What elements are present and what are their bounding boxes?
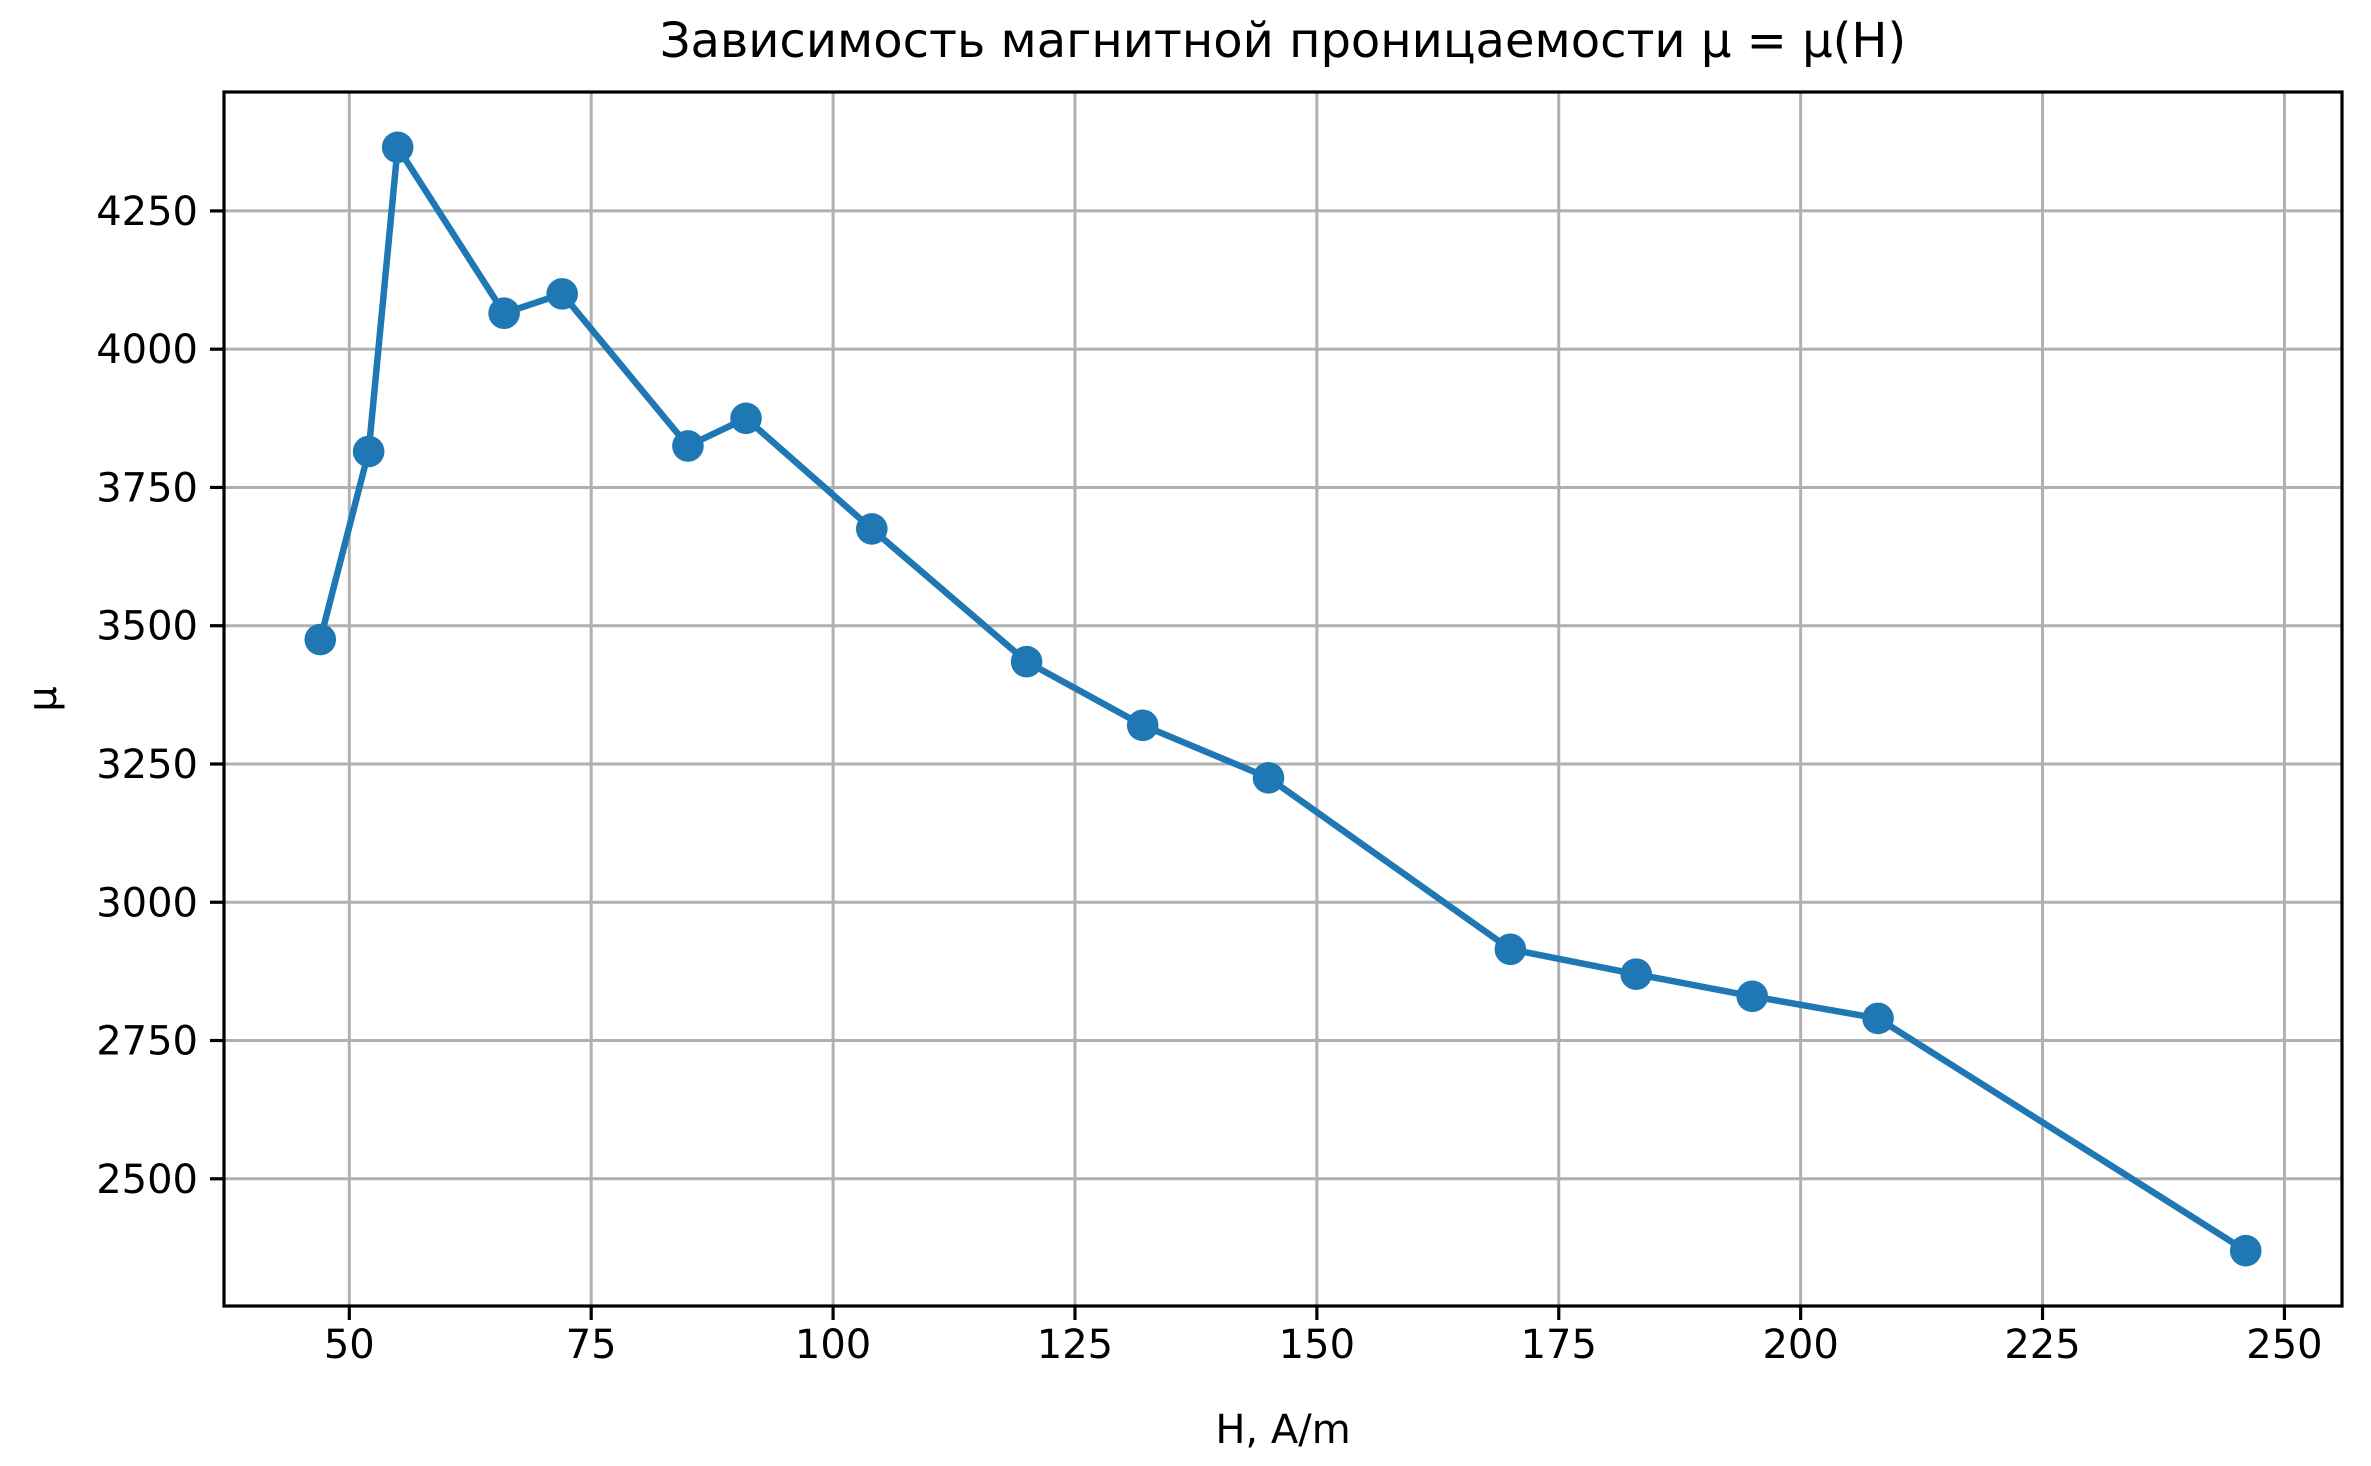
chart-title: Зависимость магнитной проницаемости μ = … (660, 13, 1906, 69)
y-tick-label: 3000 (96, 880, 198, 926)
x-tick-label: 125 (1037, 1322, 1113, 1368)
grid-lines (224, 92, 2342, 1306)
data-line (317, 144, 2249, 1254)
data-point (381, 131, 414, 164)
y-tick-label: 3250 (96, 742, 198, 788)
x-tick-label: 100 (795, 1322, 871, 1368)
x-tick-label: 250 (2246, 1322, 2322, 1368)
x-tick-label: 150 (1279, 1322, 1355, 1368)
y-axis-label: μ (20, 686, 66, 711)
x-tick-label: 50 (324, 1322, 375, 1368)
data-point (304, 623, 337, 656)
axes (210, 90, 2344, 1320)
data-point (1252, 762, 1285, 794)
plot-border (222, 90, 2344, 1308)
tick-labels: 50 75 100 125 150 175 200 225 250 2500 2750 3000 325… (96, 189, 2322, 1368)
data-point (855, 513, 888, 545)
data-point (1494, 933, 1527, 966)
y-tick-label: 4000 (96, 327, 198, 373)
data-point (1620, 958, 1652, 990)
data-point (672, 430, 704, 462)
data-point (352, 435, 385, 468)
y-tick-label: 2500 (96, 1157, 198, 1203)
data-point (730, 402, 762, 435)
y-tick-label: 4250 (96, 189, 198, 235)
x-tick-label: 75 (566, 1322, 617, 1368)
data-point (2229, 1234, 2262, 1267)
y-tick-label: 3750 (96, 465, 198, 511)
data-point (488, 297, 520, 330)
data-point (1010, 645, 1043, 678)
data-point (546, 278, 578, 310)
data-point (1126, 709, 1159, 742)
x-tick-label: 225 (2004, 1322, 2080, 1368)
data-series (304, 131, 2262, 1267)
x-tick-label: 175 (1521, 1322, 1597, 1368)
y-tick-label: 3500 (96, 604, 198, 650)
data-point (1862, 1002, 1894, 1035)
data-point (1736, 980, 1769, 1013)
y-tick-label: 2750 (96, 1019, 198, 1065)
x-axis-label: H, A/m (1215, 1407, 1350, 1453)
x-tick-label: 200 (1762, 1322, 1838, 1368)
